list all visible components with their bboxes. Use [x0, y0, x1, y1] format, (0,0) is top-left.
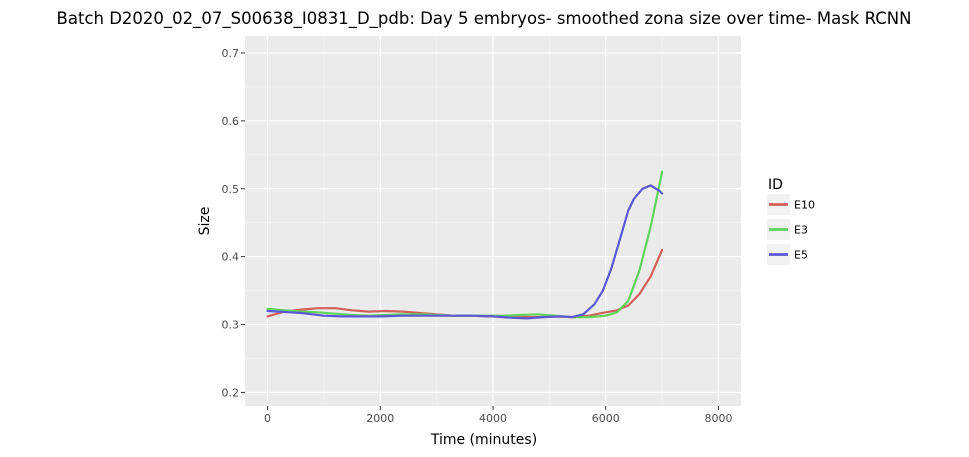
axis-ticks: 0 2000 4000 6000 8000 0.2 0.3 0.4 0.5 0.6 0.7: [222, 47, 733, 425]
y-tick-label: 0.2: [222, 386, 240, 399]
legend-key-e3: [767, 219, 790, 240]
y-tick-label: 0.7: [222, 47, 240, 60]
legend-title: ID: [768, 177, 783, 193]
x-axis-title: Time (minutes): [430, 432, 537, 448]
x-tick-label: 6000: [592, 412, 620, 425]
legend-label: E3: [794, 224, 808, 237]
legend-label: E5: [794, 249, 808, 262]
major-gridlines: [245, 36, 741, 406]
y-tick-label: 0.4: [222, 251, 240, 264]
legend-label: E10: [794, 199, 815, 212]
legend-key-e5: [767, 244, 790, 265]
x-tick-label: 4000: [479, 412, 507, 425]
y-tick-label: 0.3: [222, 319, 240, 332]
y-tick-label: 0.6: [222, 115, 240, 128]
x-tick-label: 2000: [366, 412, 394, 425]
series-line-e5: [266, 184, 664, 320]
x-tick-label: 0: [264, 412, 271, 425]
y-axis-title: Size: [197, 207, 213, 236]
legend-key-e10: [767, 194, 790, 215]
series-lines: [266, 170, 664, 320]
x-tick-label: 8000: [704, 412, 732, 425]
y-tick-label: 0.5: [222, 183, 240, 196]
legend: ID E10 E3 E5: [767, 177, 815, 265]
chart-title: Batch D2020_02_07_S00638_I0831_D_pdb: Da…: [57, 9, 912, 29]
